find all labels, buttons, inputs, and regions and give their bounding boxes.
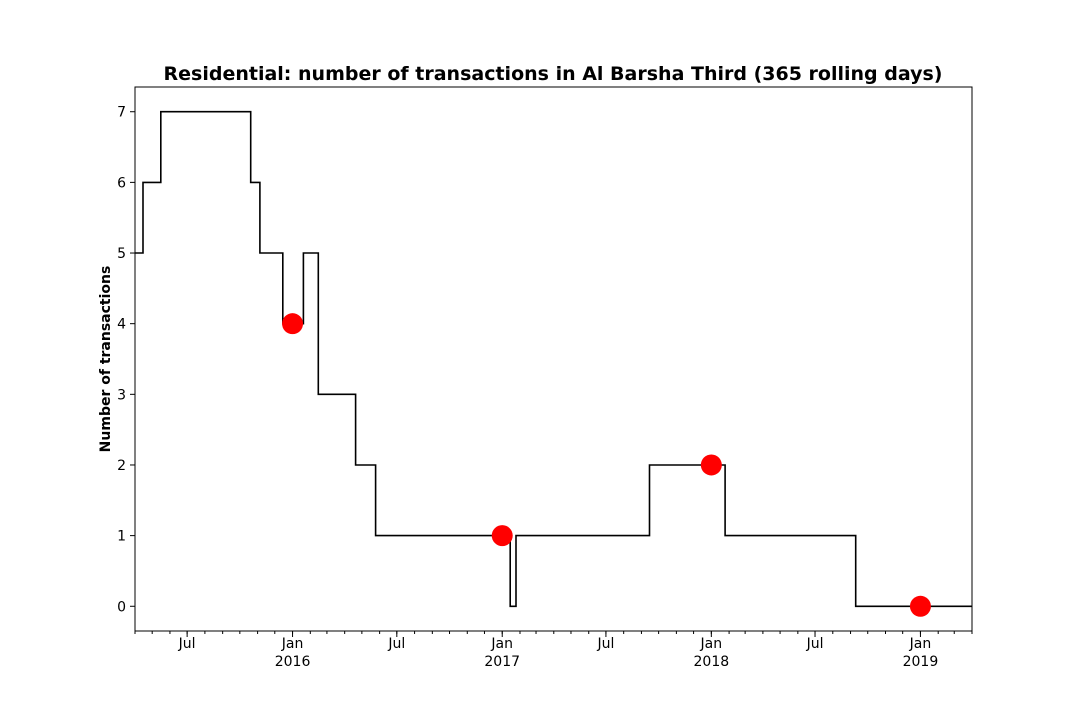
x-tick-label: Jan [281,636,304,652]
y-tick-label: 7 [117,105,126,121]
y-tick-label: 2 [117,458,126,474]
y-tick-label: 1 [117,529,126,545]
x-tick-label: Jul [387,636,405,652]
x-tick-year-label: 2017 [484,654,520,670]
y-tick-label: 4 [117,317,126,333]
x-tick-label: Jan [490,636,513,652]
y-tick-label: 5 [117,246,126,262]
x-tick-label: Jul [178,636,196,652]
y-axis-label: Number of transactions [98,266,114,453]
scatter-point [491,525,513,547]
x-tick-year-label: 2018 [694,654,730,670]
plot-frame [134,86,973,632]
x-tick-year-label: 2019 [903,654,939,670]
y-tick-label: 6 [117,175,126,191]
plot-area [135,110,972,617]
x-tick-label: Jul [806,636,824,652]
scatter-point [700,454,722,476]
x-tick-label: Jan [909,636,932,652]
x-tick-year-label: 2016 [275,654,311,670]
y-tick-label: 0 [117,599,126,615]
scatter-point [282,313,304,335]
x-tick-label: Jan [700,636,723,652]
chart-title: Residential: number of transactions in A… [164,63,943,85]
scatter-point [909,595,931,617]
y-tick-label: 3 [117,387,126,403]
step-line-series [135,110,972,608]
x-tick-label: Jul [596,636,614,652]
